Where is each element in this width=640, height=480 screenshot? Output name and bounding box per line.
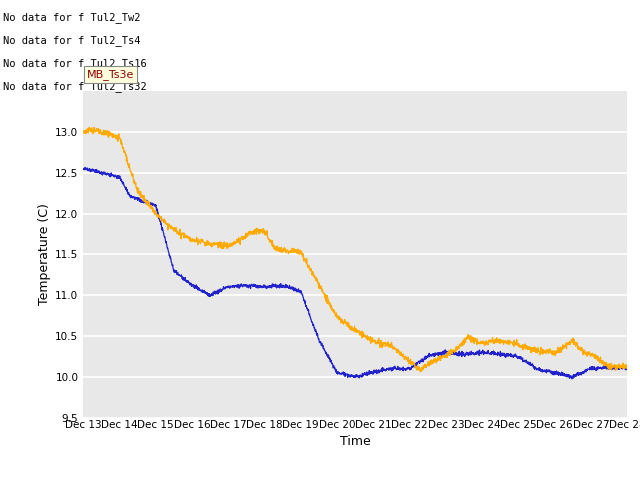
Text: No data for f Tul2_Ts32: No data for f Tul2_Ts32 <box>3 81 147 92</box>
Text: No data for f Tul2_Ts4: No data for f Tul2_Ts4 <box>3 35 141 46</box>
Y-axis label: Temperature (C): Temperature (C) <box>38 204 51 305</box>
Text: MB_Ts3e: MB_Ts3e <box>86 69 134 80</box>
Text: No data for f Tul2_Tw2: No data for f Tul2_Tw2 <box>3 12 141 23</box>
Text: No data for f Tul2_Ts16: No data for f Tul2_Ts16 <box>3 58 147 69</box>
X-axis label: Time: Time <box>340 434 371 447</box>
